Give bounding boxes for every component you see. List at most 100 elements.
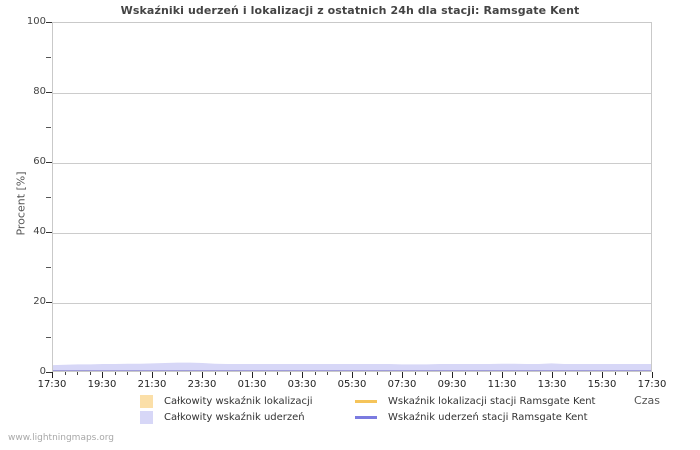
x-tick-minor [640, 372, 641, 375]
y-tick-major [46, 92, 52, 93]
y-tick-major [46, 162, 52, 163]
y-tick-major [46, 302, 52, 303]
x-tick-label: 23:30 [187, 379, 217, 390]
x-tick-label: 07:30 [387, 379, 417, 390]
x-tick-minor [340, 372, 341, 375]
y-tick-minor [46, 267, 51, 268]
x-tick-minor [215, 372, 216, 375]
y-tick-minor [46, 57, 51, 58]
x-tick-minor [627, 372, 628, 375]
legend-entry[interactable]: Całkowity wskaźnik lokalizacji [140, 394, 313, 409]
legend-label: Wskaźnik uderzeń stacji Ramsgate Kent [388, 412, 588, 423]
watermark: www.lightningmaps.org [8, 433, 114, 443]
x-tick-minor [577, 372, 578, 375]
x-tick-minor [65, 372, 66, 375]
x-tick-minor [365, 372, 366, 375]
x-tick-major [602, 372, 603, 378]
x-tick-minor [265, 372, 266, 375]
y-axis: 0 20 40 60 80 100 [0, 0, 46, 450]
legend-line-glyph [355, 400, 377, 403]
x-tick-major [252, 372, 253, 378]
x-tick-minor [565, 372, 566, 375]
x-tick-label: 19:30 [87, 379, 117, 390]
legend-row: Całkowity wskaźnik lokalizacji Wskaźnik l… [140, 394, 660, 409]
legend-swatch-box-icon [140, 395, 153, 408]
y-tick-label: 40 [33, 226, 46, 237]
x-tick-label: 03:30 [287, 379, 317, 390]
x-tick-minor [290, 372, 291, 375]
x-tick-label: 15:30 [587, 379, 617, 390]
legend-swatch-line-icon [355, 411, 377, 424]
gridline [53, 163, 651, 164]
x-tick-major [202, 372, 203, 378]
x-tick-minor [527, 372, 528, 375]
y-tick-major [46, 232, 52, 233]
x-tick-minor [427, 372, 428, 375]
x-tick-minor [615, 372, 616, 375]
x-tick-major [302, 372, 303, 378]
y-axis-title: Procent [%] [14, 171, 28, 236]
series-layer [53, 362, 651, 371]
gridline [53, 93, 651, 94]
x-tick-minor [240, 372, 241, 375]
legend-label: Wskaźnik lokalizacji stacji Ramsgate Ken… [388, 396, 596, 407]
x-tick-minor [177, 372, 178, 375]
x-tick-label: 01:30 [237, 379, 267, 390]
y-tick-minor [46, 197, 51, 198]
x-tick-label: 11:30 [487, 379, 517, 390]
x-tick-minor [227, 372, 228, 375]
y-tick-label: 100 [26, 16, 46, 27]
x-tick-major [652, 372, 653, 378]
x-tick-major [502, 372, 503, 378]
plot-area [52, 22, 652, 372]
legend-label: Całkowity wskaźnik uderzeń [164, 412, 305, 423]
legend-row: Całkowity wskaźnik uderzeń Wskaźnik uderz… [140, 410, 660, 425]
x-tick-minor [277, 372, 278, 375]
x-tick-minor [77, 372, 78, 375]
x-tick-minor [140, 372, 141, 375]
chart-legend: Całkowity wskaźnik lokalizacji Wskaźnik l… [140, 394, 660, 428]
x-tick-minor [377, 372, 378, 375]
x-tick-minor [490, 372, 491, 375]
y-axis-title-wrapper: Procent [%] [10, 22, 28, 372]
y-tick-label: 0 [39, 366, 46, 377]
legend-line-glyph [355, 416, 377, 419]
y-tick-major [46, 22, 52, 23]
x-tick-minor [515, 372, 516, 375]
x-tick-minor [327, 372, 328, 375]
x-tick-minor [540, 372, 541, 375]
gridline [53, 233, 651, 234]
y-tick-minor [46, 127, 51, 128]
x-tick-minor [465, 372, 466, 375]
x-tick-major [552, 372, 553, 378]
series-area [53, 362, 651, 371]
x-tick-minor [127, 372, 128, 375]
x-tick-minor [190, 372, 191, 375]
x-tick-label: 17:30 [637, 379, 667, 390]
x-tick-minor [415, 372, 416, 375]
y-tick-major [46, 372, 52, 373]
x-tick-minor [90, 372, 91, 375]
x-tick-minor [440, 372, 441, 375]
legend-entry[interactable]: Całkowity wskaźnik uderzeń [140, 410, 305, 425]
x-tick-label: 21:30 [137, 379, 167, 390]
y-tick-label: 60 [33, 156, 46, 167]
y-tick-minor [46, 337, 51, 338]
x-tick-minor [115, 372, 116, 375]
x-tick-label: 09:30 [437, 379, 467, 390]
x-axis-title: Czas [634, 394, 660, 407]
x-tick-minor [390, 372, 391, 375]
legend-swatch-box-icon [140, 411, 153, 424]
x-tick-label: 17:30 [37, 379, 67, 390]
y-tick-label: 20 [33, 296, 46, 307]
x-tick-major [52, 372, 53, 378]
x-tick-major [452, 372, 453, 378]
legend-entry[interactable]: Wskaźnik lokalizacji stacji Ramsgate Ken… [355, 394, 595, 409]
gridline [53, 303, 651, 304]
x-tick-major [352, 372, 353, 378]
x-tick-label: 13:30 [537, 379, 567, 390]
x-tick-minor [477, 372, 478, 375]
x-tick-minor [590, 372, 591, 375]
legend-entry[interactable]: Wskaźnik uderzeń stacji Ramsgate Kent [355, 410, 588, 425]
